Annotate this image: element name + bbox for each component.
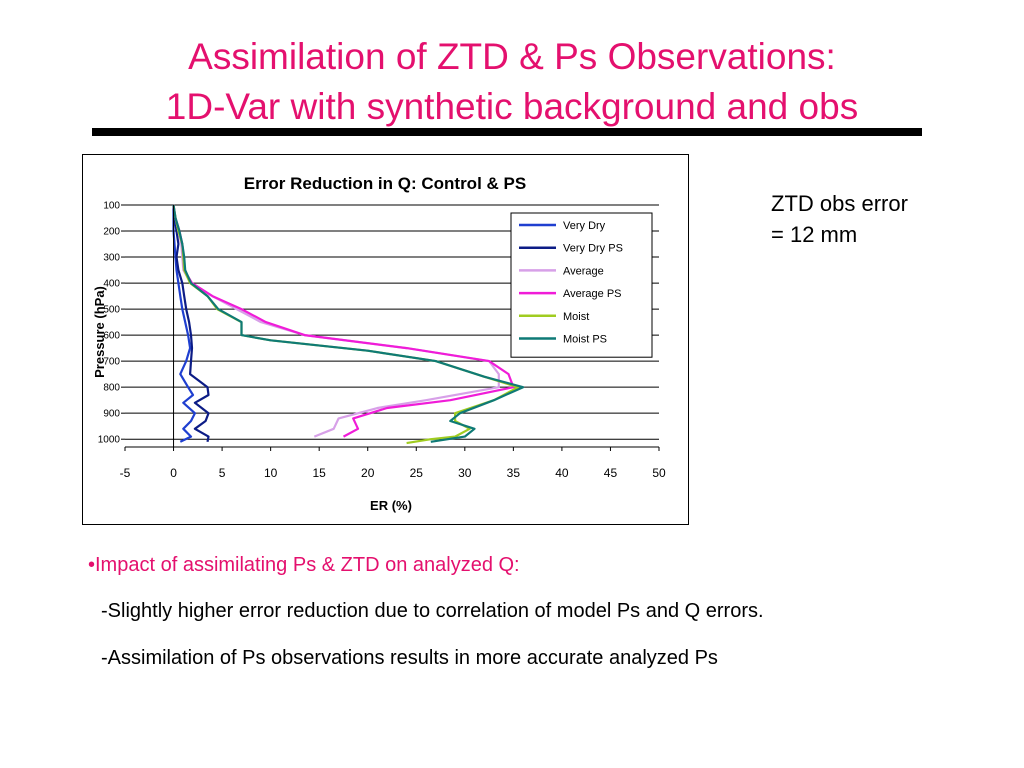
y-tick-label-800: 800 xyxy=(103,383,120,394)
y-tick-label-600: 600 xyxy=(103,331,120,342)
y-tick-label-100: 100 xyxy=(103,201,120,212)
y-tick-label-200: 200 xyxy=(103,227,120,238)
x-tick-label-20: 20 xyxy=(361,466,375,480)
slide-title: Assimilation of ZTD & Ps Observations: 1… xyxy=(0,32,1024,132)
bullet-heading: •Impact of assimilating Ps & ZTD on anal… xyxy=(88,554,520,576)
legend-label-3: Average PS xyxy=(563,288,622,300)
chart-frame: Error Reduction in Q: Control & PS ER (%… xyxy=(82,154,689,525)
x-tick-label--5: -5 xyxy=(120,466,131,480)
y-tick-label-1000: 1000 xyxy=(98,435,121,446)
x-tick-label-30: 30 xyxy=(458,466,472,480)
x-tick-label-45: 45 xyxy=(604,466,618,480)
chart-svg: Error Reduction in Q: Control & PS ER (%… xyxy=(92,174,666,513)
x-tick-label-35: 35 xyxy=(507,466,521,480)
x-tick-label-10: 10 xyxy=(264,466,278,480)
y-tick-label-500: 500 xyxy=(103,305,120,316)
legend-label-5: Moist PS xyxy=(563,334,607,346)
x-tick-label-5: 5 xyxy=(219,466,226,480)
legend-label-0: Very Dry xyxy=(563,220,606,232)
x-tick-label-15: 15 xyxy=(313,466,327,480)
chart-title: Error Reduction in Q: Control & PS xyxy=(244,174,526,193)
x-tick-label-25: 25 xyxy=(410,466,424,480)
side-note-line1: ZTD obs error xyxy=(771,191,908,216)
legend-label-4: Moist xyxy=(563,311,589,323)
bullet-sub-2: -Assimilation of Ps observations results… xyxy=(101,647,718,669)
y-tick-label-700: 700 xyxy=(103,357,120,368)
side-note-line2: = 12 mm xyxy=(771,222,858,247)
y-tick-label-300: 300 xyxy=(103,253,120,264)
title-divider xyxy=(92,128,922,136)
legend-label-2: Average xyxy=(563,265,604,277)
bullet-sub-1: -Slightly higher error reduction due to … xyxy=(101,600,764,622)
slide-title-line2: 1D-Var with synthetic background and obs xyxy=(165,86,859,127)
slide-title-line1: Assimilation of ZTD & Ps Observations: xyxy=(188,36,836,77)
x-tick-label-50: 50 xyxy=(652,466,666,480)
side-note: ZTD obs error = 12 mm xyxy=(771,188,908,250)
y-tick-label-400: 400 xyxy=(103,279,120,290)
x-tick-label-0: 0 xyxy=(170,466,177,480)
x-axis-label: ER (%) xyxy=(370,498,412,513)
series-line-5 xyxy=(172,204,525,443)
legend-label-1: Very Dry PS xyxy=(563,243,623,255)
legend-box xyxy=(510,212,653,358)
y-tick-label-900: 900 xyxy=(103,409,120,420)
x-tick-label-40: 40 xyxy=(555,466,569,480)
series-line-0 xyxy=(172,205,197,443)
series-line-1 xyxy=(172,204,210,443)
y-axis-label: Pressure (hPa) xyxy=(92,286,107,378)
